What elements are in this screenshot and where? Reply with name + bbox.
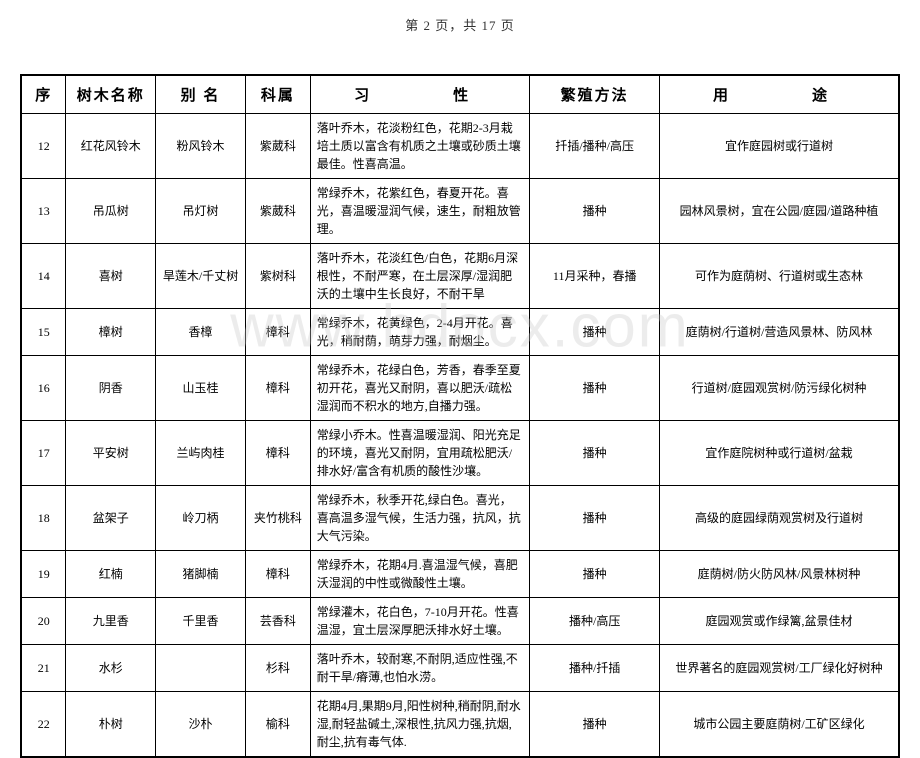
table-row: 15樟树香樟樟科常绿乔木，花黄绿色，2-4月开花。喜光，稍耐荫，萌芽力强，耐烟尘… xyxy=(21,309,899,356)
cell-alias: 吊灯树 xyxy=(156,179,246,244)
cell-habit: 常绿灌木，花白色，7-10月开花。性喜温湿，宜土层深厚肥沃排水好土壤。 xyxy=(310,598,530,645)
cell-seq: 19 xyxy=(21,551,66,598)
cell-habit: 常绿乔木，花黄绿色，2-4月开花。喜光，稍耐荫，萌芽力强，耐烟尘。 xyxy=(310,309,530,356)
table-row: 21水杉 杉科落叶乔木，较耐寒,不耐阴,适应性强,不耐干旱/瘠薄,也怕水涝。播种/… xyxy=(21,645,899,692)
cell-seq: 22 xyxy=(21,692,66,758)
cell-seq: 15 xyxy=(21,309,66,356)
header-name: 树木名称 xyxy=(66,75,156,114)
cell-method: 播种/高压 xyxy=(530,598,660,645)
cell-method: 扦插/播种/高压 xyxy=(530,114,660,179)
cell-use: 庭园观赏或作绿篱,盆景佳材 xyxy=(659,598,899,645)
cell-method: 播种 xyxy=(530,356,660,421)
cell-use: 庭荫树/防火防风林/风景林树种 xyxy=(659,551,899,598)
cell-habit: 落叶乔木，花淡红色/白色，花期6月深根性，不耐严寒，在土层深厚/湿润肥沃的土壤中… xyxy=(310,244,530,309)
table-row: 19红楠猪脚楠樟科常绿乔木，花期4月.喜温湿气候，喜肥沃湿润的中性或微酸性土壤。… xyxy=(21,551,899,598)
cell-use: 宜作庭园树或行道树 xyxy=(659,114,899,179)
cell-family: 紫葳科 xyxy=(245,114,310,179)
cell-family: 樟科 xyxy=(245,421,310,486)
cell-method: 播种 xyxy=(530,421,660,486)
cell-alias xyxy=(156,645,246,692)
cell-seq: 14 xyxy=(21,244,66,309)
cell-habit: 落叶乔木，较耐寒,不耐阴,适应性强,不耐干旱/瘠薄,也怕水涝。 xyxy=(310,645,530,692)
cell-habit: 常绿乔木，花绿白色，芳香，春季至夏初开花，喜光又耐阴，喜以肥沃/疏松湿润而不积水… xyxy=(310,356,530,421)
cell-alias: 旱莲木/千丈树 xyxy=(156,244,246,309)
table-row: 22朴树沙朴榆科花期4月,果期9月,阳性树种,稍耐阴,耐水湿,耐轻盐碱土,深根性… xyxy=(21,692,899,758)
header-alias: 别 名 xyxy=(156,75,246,114)
cell-family: 樟科 xyxy=(245,551,310,598)
cell-habit: 常绿乔木，秋季开花,绿白色。喜光，喜高温多湿气候，生活力强，抗风，抗大气污染。 xyxy=(310,486,530,551)
cell-habit: 常绿乔木，花紫红色，春夏开花。喜光，喜温暖湿润气候，速生，耐粗放管理。 xyxy=(310,179,530,244)
cell-habit: 落叶乔木，花淡粉红色，花期2-3月栽培土质以富含有机质之土壤或砂质土壤最佳。性喜… xyxy=(310,114,530,179)
cell-alias: 粉风铃木 xyxy=(156,114,246,179)
cell-name: 盆架子 xyxy=(66,486,156,551)
cell-method: 播种 xyxy=(530,309,660,356)
header-family: 科属 xyxy=(245,75,310,114)
cell-family: 紫树科 xyxy=(245,244,310,309)
cell-family: 紫葳科 xyxy=(245,179,310,244)
cell-name: 朴树 xyxy=(66,692,156,758)
header-seq: 序 xyxy=(21,75,66,114)
cell-name: 阴香 xyxy=(66,356,156,421)
cell-seq: 13 xyxy=(21,179,66,244)
cell-seq: 16 xyxy=(21,356,66,421)
header-method: 繁殖方法 xyxy=(530,75,660,114)
cell-seq: 17 xyxy=(21,421,66,486)
table-header-row: 序 树木名称 别 名 科属 习 性 繁殖方法 用 途 xyxy=(21,75,899,114)
cell-use: 园林风景树，宜在公园/庭园/道路种植 xyxy=(659,179,899,244)
cell-seq: 12 xyxy=(21,114,66,179)
cell-habit: 花期4月,果期9月,阳性树种,稍耐阴,耐水湿,耐轻盐碱土,深根性,抗风力强,抗烟… xyxy=(310,692,530,758)
cell-use: 可作为庭荫树、行道树或生态林 xyxy=(659,244,899,309)
table-row: 18盆架子岭刀柄夹竹桃科常绿乔木，秋季开花,绿白色。喜光，喜高温多湿气候，生活力… xyxy=(21,486,899,551)
cell-name: 九里香 xyxy=(66,598,156,645)
cell-name: 红花风铃木 xyxy=(66,114,156,179)
table-row: 16阴香山玉桂樟科常绿乔木，花绿白色，芳香，春季至夏初开花，喜光又耐阴，喜以肥沃… xyxy=(21,356,899,421)
cell-name: 吊瓜树 xyxy=(66,179,156,244)
cell-family: 杉科 xyxy=(245,645,310,692)
cell-method: 播种/扦插 xyxy=(530,645,660,692)
cell-alias: 兰屿肉桂 xyxy=(156,421,246,486)
cell-use: 高级的庭园绿荫观赏树及行道树 xyxy=(659,486,899,551)
cell-method: 播种 xyxy=(530,486,660,551)
cell-use: 行道树/庭园观赏树/防污绿化树种 xyxy=(659,356,899,421)
cell-use: 宜作庭院树种或行道树/盆栽 xyxy=(659,421,899,486)
cell-name: 平安树 xyxy=(66,421,156,486)
cell-method: 11月采种，春播 xyxy=(530,244,660,309)
page-header: 第 2 页，共 17 页 xyxy=(20,15,900,34)
cell-alias: 千里香 xyxy=(156,598,246,645)
cell-use: 庭荫树/行道树/营造风景林、防风林 xyxy=(659,309,899,356)
cell-alias: 岭刀柄 xyxy=(156,486,246,551)
cell-family: 樟科 xyxy=(245,309,310,356)
cell-method: 播种 xyxy=(530,692,660,758)
cell-use: 城市公园主要庭荫树/工矿区绿化 xyxy=(659,692,899,758)
cell-alias: 沙朴 xyxy=(156,692,246,758)
cell-seq: 21 xyxy=(21,645,66,692)
table-row: 12红花风铃木粉风铃木紫葳科落叶乔木，花淡粉红色，花期2-3月栽培土质以富含有机… xyxy=(21,114,899,179)
cell-name: 喜树 xyxy=(66,244,156,309)
cell-alias: 山玉桂 xyxy=(156,356,246,421)
tree-data-table: 序 树木名称 别 名 科属 习 性 繁殖方法 用 途 12红花风铃木粉风铃木紫葳… xyxy=(20,74,900,758)
cell-alias: 香樟 xyxy=(156,309,246,356)
cell-name: 水杉 xyxy=(66,645,156,692)
cell-seq: 18 xyxy=(21,486,66,551)
cell-name: 樟树 xyxy=(66,309,156,356)
cell-family: 夹竹桃科 xyxy=(245,486,310,551)
cell-family: 樟科 xyxy=(245,356,310,421)
table-row: 17平安树兰屿肉桂樟科常绿小乔木。性喜温暖湿润、阳光充足的环境，喜光又耐阴，宜用… xyxy=(21,421,899,486)
cell-method: 播种 xyxy=(530,551,660,598)
cell-name: 红楠 xyxy=(66,551,156,598)
table-row: 13吊瓜树吊灯树紫葳科常绿乔木，花紫红色，春夏开花。喜光，喜温暖湿润气候，速生，… xyxy=(21,179,899,244)
cell-method: 播种 xyxy=(530,179,660,244)
table-row: 14喜树旱莲木/千丈树紫树科落叶乔木，花淡红色/白色，花期6月深根性，不耐严寒，… xyxy=(21,244,899,309)
cell-alias: 猪脚楠 xyxy=(156,551,246,598)
cell-use: 世界著名的庭园观赏树/工厂绿化好树种 xyxy=(659,645,899,692)
cell-family: 芸香科 xyxy=(245,598,310,645)
table-row: 20九里香千里香芸香科常绿灌木，花白色，7-10月开花。性喜温湿，宜土层深厚肥沃… xyxy=(21,598,899,645)
cell-habit: 常绿乔木，花期4月.喜温湿气候，喜肥沃湿润的中性或微酸性土壤。 xyxy=(310,551,530,598)
cell-family: 榆科 xyxy=(245,692,310,758)
cell-habit: 常绿小乔木。性喜温暖湿润、阳光充足的环境，喜光又耐阴，宜用疏松肥沃/排水好/富含… xyxy=(310,421,530,486)
cell-seq: 20 xyxy=(21,598,66,645)
header-habit: 习 性 xyxy=(310,75,530,114)
header-use: 用 途 xyxy=(659,75,899,114)
